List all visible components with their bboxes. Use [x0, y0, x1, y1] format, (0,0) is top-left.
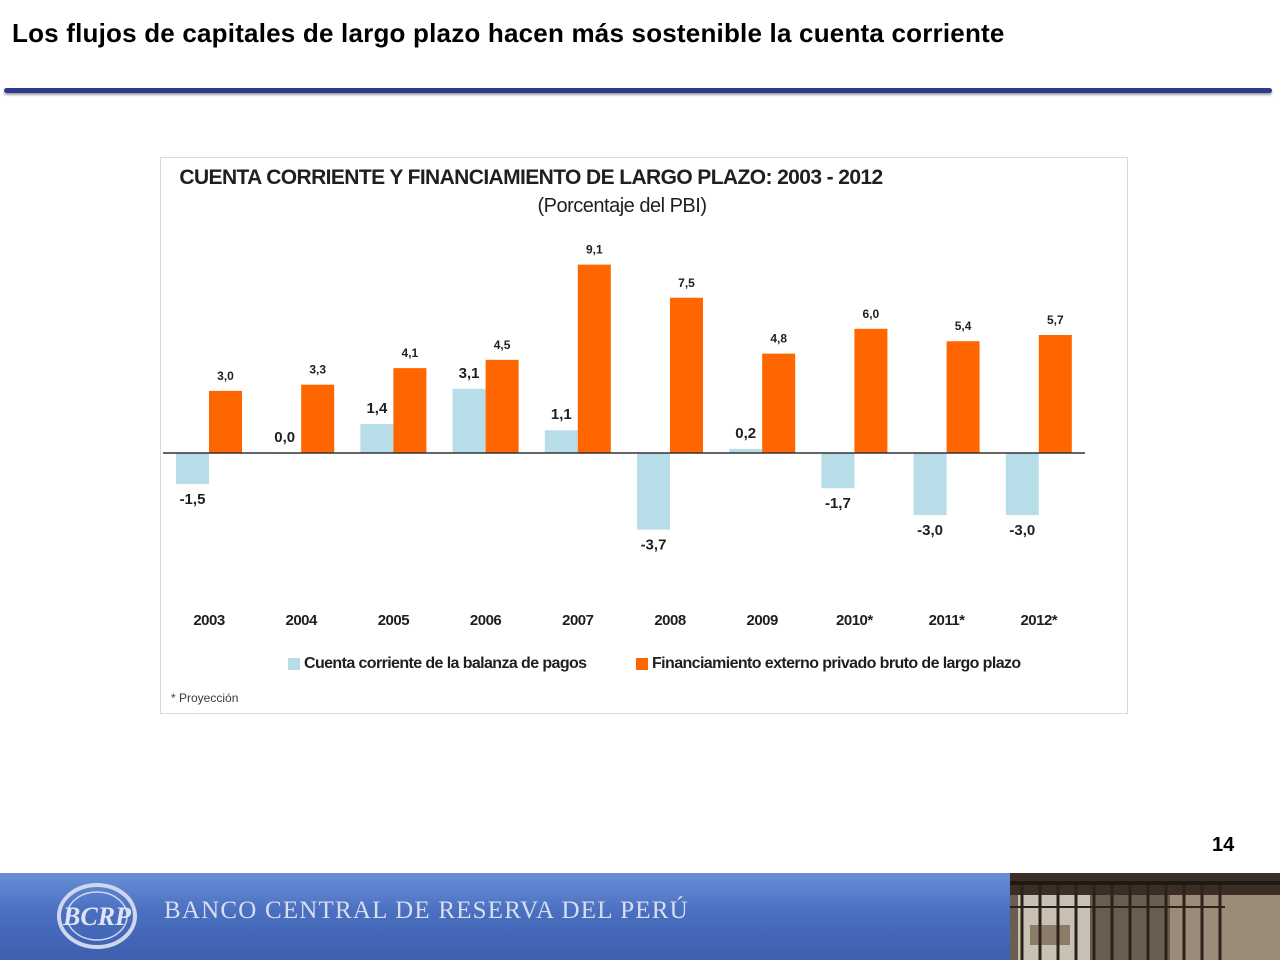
slide-title: Los flujos de capitales de largo plazo h… — [12, 18, 1005, 48]
projection-note: * Proyección — [171, 691, 239, 705]
legend-item-current-account: Cuenta corriente de la balanza de pagos — [288, 655, 587, 673]
legend-item-financing: Financiamiento externo privado bruto de … — [636, 655, 1021, 673]
chart-subtitle: (Porcentaje del PBI) — [537, 195, 707, 217]
bar-current-account-2006 — [452, 388, 486, 453]
data-label-current-account-2008: -3,7 — [641, 537, 667, 554]
x-tick-label-2005: 2005 — [378, 612, 410, 629]
x-tick-label-2012: 2012* — [1020, 612, 1057, 629]
data-label-current-account-2005: 1,4 — [366, 400, 388, 417]
data-label-financing-2006: 4,5 — [494, 338, 511, 352]
bar-current-account-2011 — [913, 453, 947, 516]
page-number: 14 — [1212, 834, 1235, 856]
bar-financing-2007 — [577, 264, 611, 453]
bar-financing-2005 — [393, 368, 427, 453]
bar-financing-2006 — [485, 359, 519, 453]
data-label-current-account-2007: 1,1 — [551, 406, 572, 423]
bar-financing-2011 — [946, 341, 980, 453]
x-tick-label-2008: 2008 — [654, 612, 686, 629]
data-label-current-account-2003: -1,5 — [180, 491, 206, 508]
x-tick-label-2010: 2010* — [836, 612, 873, 629]
bar-current-account-2007 — [544, 430, 578, 453]
data-label-current-account-2009: 0,2 — [735, 425, 756, 442]
bar-financing-2012 — [1038, 335, 1072, 453]
legend-label-current-account: Cuenta corriente de la balanza de pagos — [304, 655, 587, 672]
building-interior-photo — [1010, 873, 1280, 960]
bar-current-account-2009 — [729, 448, 763, 453]
bcrp-logo-icon: BCRP — [57, 883, 137, 949]
bar-financing-2003 — [209, 390, 242, 453]
x-tick-label-2007: 2007 — [562, 612, 594, 629]
bank-name: BANCO CENTRAL DE RESERVA DEL PERÚ — [164, 897, 689, 924]
footer-banner: BCRP BANCO CENTRAL DE RESERVA DEL PERÚ — [0, 873, 1280, 960]
bar-current-account-2012 — [1005, 453, 1039, 516]
x-tick-label-2003: 2003 — [193, 612, 225, 629]
data-label-financing-2003: 3,0 — [217, 369, 234, 383]
data-label-financing-2008: 7,5 — [678, 276, 695, 290]
data-label-financing-2005: 4,1 — [402, 346, 419, 360]
data-label-financing-2012: 5,7 — [1047, 313, 1064, 327]
data-label-current-account-2004: 0,0 — [274, 429, 295, 446]
bar-financing-2009 — [762, 353, 796, 453]
data-label-financing-2004: 3,3 — [309, 363, 326, 377]
logo-monogram: BCRP — [62, 902, 132, 931]
legend-swatch-current-account — [288, 658, 300, 670]
data-label-financing-2007: 9,1 — [586, 243, 603, 257]
legend-swatch-financing — [636, 658, 648, 670]
bar-current-account-2010 — [821, 453, 855, 489]
legend-label-financing: Financiamiento externo privado bruto de … — [652, 655, 1021, 672]
title-divider — [4, 88, 1272, 93]
bar-financing-2008 — [670, 297, 703, 453]
x-tick-label-2004: 2004 — [286, 612, 319, 629]
data-label-current-account-2012: -3,0 — [1009, 522, 1035, 539]
bar-current-account-2008 — [637, 453, 670, 530]
bar-financing-2004 — [301, 384, 335, 453]
data-label-financing-2011: 5,4 — [955, 319, 972, 333]
data-label-current-account-2011: -3,0 — [917, 522, 943, 539]
data-label-financing-2009: 4,8 — [770, 332, 787, 346]
data-label-current-account-2006: 3,1 — [459, 365, 480, 382]
data-label-financing-2010: 6,0 — [863, 307, 880, 321]
chart-title: CUENTA CORRIENTE Y FINANCIAMIENTO DE LAR… — [179, 166, 883, 189]
bar-current-account-2005 — [360, 424, 394, 453]
x-tick-label-2009: 2009 — [747, 612, 779, 629]
data-label-current-account-2010: -1,7 — [825, 495, 851, 512]
bar-current-account-2003 — [176, 453, 209, 485]
x-tick-label-2011: 2011* — [929, 612, 966, 629]
x-tick-label-2006: 2006 — [470, 612, 502, 629]
bar-financing-2010 — [854, 328, 888, 453]
